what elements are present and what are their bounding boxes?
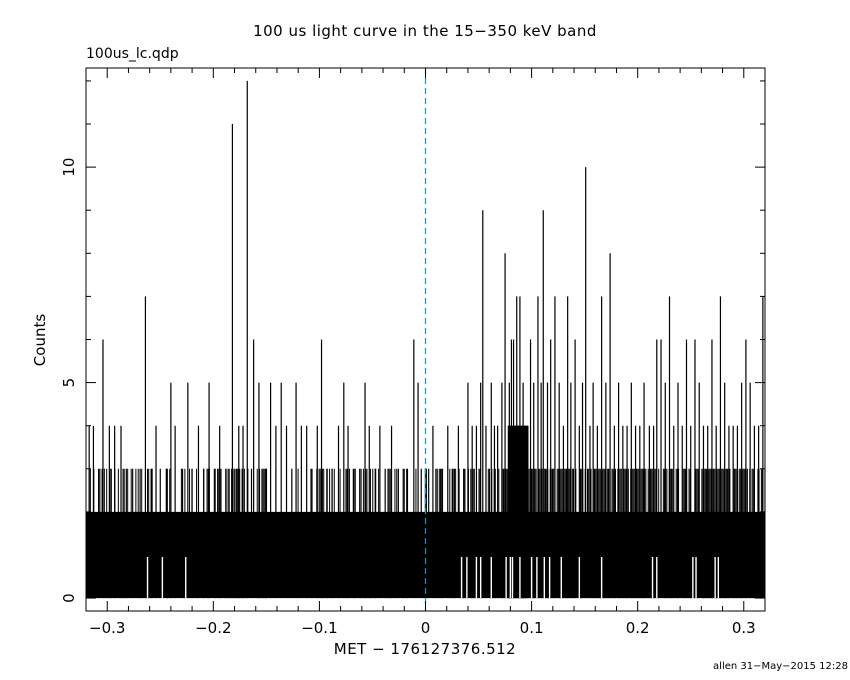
chart-title: 100 us light curve in the 15−350 keV ban…	[253, 22, 597, 40]
x-tick-label: 0.3	[732, 619, 756, 637]
x-tick-label: 0.2	[626, 619, 650, 637]
footer-credit: allen 31−May−2015 12:28	[713, 661, 848, 672]
x-tick-label: 0.1	[520, 619, 544, 637]
x-tick-label: −0.2	[195, 619, 231, 637]
histogram-bars	[86, 80, 766, 599]
file-label: 100us_lc.qdp	[86, 46, 179, 62]
axis-ticks	[86, 68, 765, 611]
x-axis-label: MET − 176127376.512	[333, 640, 517, 658]
x-tick-label: −0.1	[301, 619, 337, 637]
y-tick-label: 10	[60, 158, 78, 177]
x-tick-label: −0.3	[89, 619, 125, 637]
y-tick-label: 5	[60, 378, 78, 388]
axis-tick-labels: −0.3 −0.2 −0.1 0 0.1 0.2 0.3 0 5 10	[60, 158, 756, 637]
y-tick-label: 0	[60, 593, 78, 603]
x-tick-label: 0	[421, 619, 431, 637]
histogram-gaps	[146, 556, 720, 599]
